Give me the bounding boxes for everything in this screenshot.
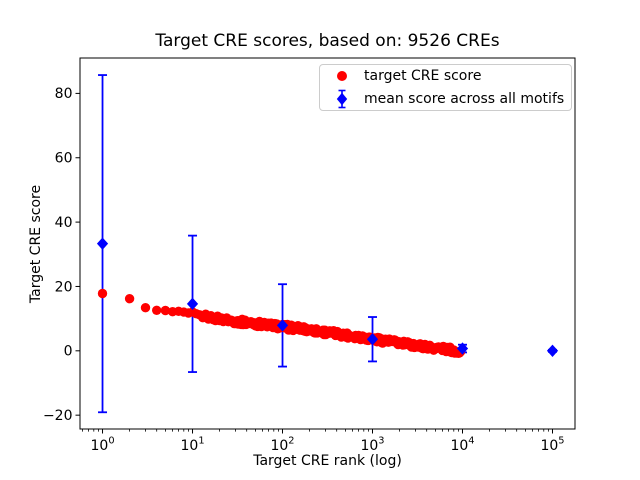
- mean-score-errorbars: [98, 74, 558, 414]
- chart-title: Target CRE scores, based on: 9526 CREs: [155, 31, 500, 51]
- x-axis-label: Target CRE rank (log): [253, 453, 402, 469]
- target-score-dots: [97, 288, 466, 358]
- legend-diamond-glyph: [336, 92, 348, 105]
- legend-label-mean-score: mean score across all motifs: [364, 90, 565, 107]
- y-axis-label: Target CRE score: [28, 184, 44, 303]
- x-tick-label: 102: [270, 436, 294, 455]
- legend: target CRE score mean score across all m…: [319, 64, 572, 111]
- x-minor-ticks: [82, 429, 549, 432]
- x-tick-label: 105: [540, 436, 564, 455]
- y-tick-label: 60: [55, 151, 73, 167]
- x-tick-label: 103: [360, 436, 384, 455]
- x-tick-label: 104: [450, 436, 474, 455]
- x-tick-label: 100: [90, 436, 114, 455]
- mean-score-diamond: [96, 237, 109, 250]
- y-major-ticks: −20 0 20 40 60 80: [43, 86, 80, 424]
- y-tick-label: 0: [64, 344, 73, 360]
- y-tick-label: 80: [55, 86, 73, 102]
- x-tick-label: 101: [180, 436, 204, 455]
- y-tick-label: 40: [55, 215, 73, 231]
- mean-score-diamond: [546, 344, 559, 358]
- legend-item-target-score: target CRE score: [320, 65, 571, 87]
- blue-diamond-errorbar-icon: [320, 89, 364, 109]
- mean-score-diamond: [186, 297, 199, 311]
- mean-score-diamond: [456, 342, 469, 355]
- red-dot-glyph: [337, 71, 347, 82]
- mean-score-diamond: [276, 319, 289, 332]
- axes-frame: [79, 57, 576, 430]
- y-axis-label-wrap: Target CRE score: [22, 58, 50, 429]
- legend-item-mean-score: mean score across all motifs: [320, 88, 571, 110]
- y-tick-label: 20: [55, 279, 73, 295]
- x-major-ticks: 100 101 102 103 104 105: [90, 429, 565, 455]
- mean-score-diamonds: [96, 237, 559, 358]
- red-dot-icon: [320, 68, 364, 84]
- y-tick-label: −20: [43, 408, 73, 424]
- mean-score-diamond: [366, 333, 379, 346]
- legend-label-target-score: target CRE score: [364, 68, 482, 85]
